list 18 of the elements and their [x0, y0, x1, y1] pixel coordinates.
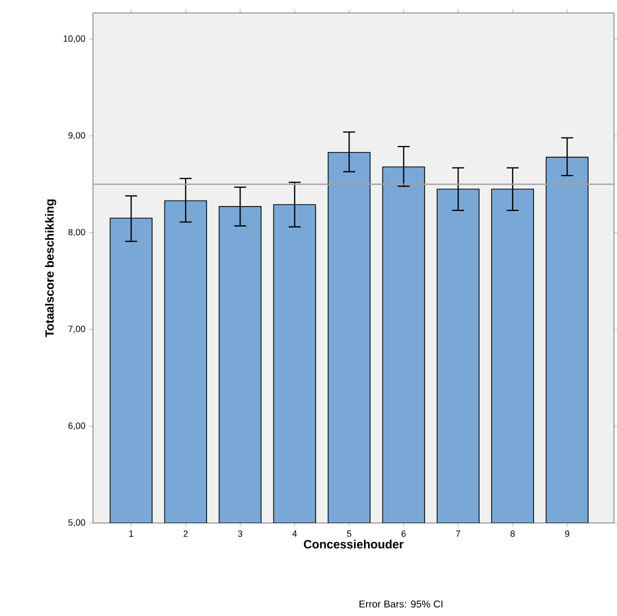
x-tick-label: 1 — [129, 530, 134, 537]
y-tick-label: 5,00 — [68, 519, 86, 527]
y-tick-label: 10,00 — [64, 35, 86, 43]
y-tick-label: 6,00 — [68, 422, 86, 430]
y-tick-label: 7,00 — [68, 326, 86, 334]
y-tick-label: 8,00 — [68, 228, 86, 236]
x-tick-label: 8 — [510, 530, 515, 537]
x-tick-label: 2 — [184, 530, 188, 537]
text: Error Bars: 95% CI — [360, 600, 442, 608]
x-tick-label: 6 — [402, 530, 406, 537]
y-axis-title: Totaalscore beschikking — [45, 199, 56, 338]
x-tick-label: 3 — [238, 530, 242, 537]
y-tick-label: 9,00 — [68, 132, 86, 140]
x-tick-label: 7 — [456, 530, 460, 537]
x-axis-title: Concessiehouder — [304, 540, 404, 548]
x-tick-label: 4 — [292, 530, 297, 537]
x-tick-label: 5 — [347, 530, 352, 537]
x-tick-label: 9 — [565, 530, 570, 537]
